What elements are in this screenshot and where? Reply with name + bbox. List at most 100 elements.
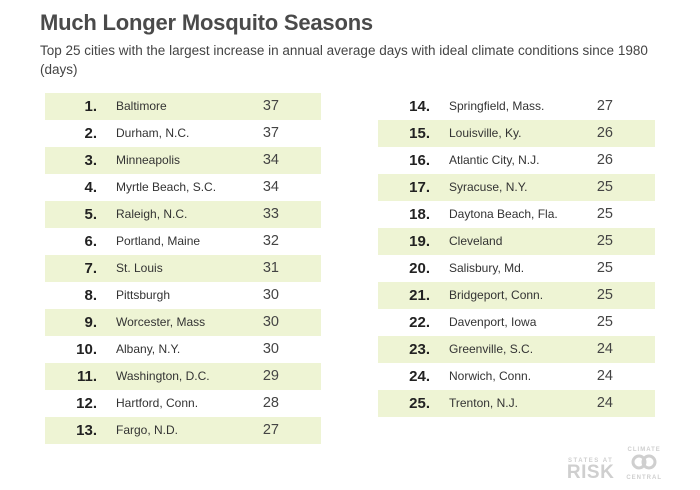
states-at-risk-logo: STATES AT RISK [566,458,615,483]
city-label: Hartford, Conn. [116,396,199,410]
days-value: 34 [262,152,279,168]
city-label: Minneapolis [116,153,181,167]
city-label: Portland, Maine [116,234,201,248]
rank-label: 3. [84,152,97,169]
days-value: 25 [596,233,613,249]
rank-label: 12. [76,395,97,412]
rank-label: 2. [84,125,97,142]
table-row: 22. Davenport, Iowa 25 [378,309,655,336]
table-row: 9. Worcester, Mass 30 [45,309,321,336]
table-row: 24. Norwich, Conn. 24 [378,363,655,390]
days-value: 24 [596,368,613,384]
table-row: 20. Salisbury, Md. 25 [378,255,655,282]
rank-label: 19. [409,233,430,250]
rank-label: 20. [409,260,430,277]
city-label: Raleigh, N.C. [116,207,188,221]
days-value: 31 [262,260,279,276]
rank-label: 6. [84,233,97,250]
table-row: 23. Greenville, S.C. 24 [378,336,655,363]
city-label: Norwich, Conn. [449,369,532,383]
city-label: Worcester, Mass [116,315,206,329]
table-row: 6. Portland, Maine 32 [45,228,321,255]
table-row: 21. Bridgeport, Conn. 25 [378,282,655,309]
rank-label: 23. [409,341,430,358]
city-label: Myrtle Beach, S.C. [116,180,217,194]
rank-label: 7. [84,260,97,277]
city-label: Washington, D.C. [116,369,210,383]
ranking-table-right: 14. Springfield, Mass. 27 15. Louisville, Ky… [378,93,655,417]
city-label: Atlantic City, N.J. [449,153,540,167]
table-row: 5. Raleigh, N.C. 33 [45,201,321,228]
rank-label: 13. [76,422,97,439]
rank-label: 10. [76,341,97,358]
city-label: Bridgeport, Conn. [449,288,544,302]
rank-label: 21. [409,287,430,304]
rank-label: 1. [84,98,97,115]
rank-label: 22. [409,314,430,331]
city-label: Davenport, Iowa [449,315,537,329]
city-label: Fargo, N.D. [116,423,179,437]
climate-central-logo: CLIMATE CENTRAL [626,447,662,481]
city-label: Albany, N.Y. [116,342,181,356]
days-value: 27 [262,422,279,438]
table-row: 19. Cleveland 25 [378,228,655,255]
city-label: Daytona Beach, Fla. [449,207,558,221]
table-row: 3. Minneapolis 34 [45,147,321,174]
city-label: Pittsburgh [116,288,171,302]
days-value: 25 [596,314,613,330]
table-row: 10. Albany, N.Y. 30 [45,336,321,363]
days-value: 30 [262,314,279,330]
table-row: 1. Baltimore 37 [45,93,321,120]
days-value: 30 [262,341,279,357]
table-row: 16. Atlantic City, N.J. 26 [378,147,655,174]
rank-label: 18. [409,206,430,223]
rank-label: 5. [84,206,97,223]
table-row: 13. Fargo, N.D. 27 [45,417,321,444]
climate-central-mark-icon [631,454,657,470]
days-value: 27 [596,98,613,114]
days-value: 26 [596,125,613,141]
city-label: Syracuse, N.Y. [449,180,528,194]
table-row: 11. Washington, D.C. 29 [45,363,321,390]
table-row: 7. St. Louis 31 [45,255,321,282]
days-value: 25 [596,206,613,222]
city-label: Springfield, Mass. [449,99,545,113]
rank-label: 11. [76,368,97,385]
rank-label: 15. [409,125,430,142]
days-value: 28 [262,395,279,411]
days-value: 24 [596,341,613,357]
days-value: 34 [262,179,279,195]
table-row: 14. Springfield, Mass. 27 [378,93,655,120]
rank-label: 17. [409,179,430,196]
table-row: 15. Louisville, Ky. 26 [378,120,655,147]
rank-label: 9. [84,314,97,331]
city-label: Greenville, S.C. [449,342,534,356]
table-row: 8. Pittsburgh 30 [45,282,321,309]
rank-label: 24. [409,368,430,385]
city-label: Cleveland [449,234,503,248]
city-label: St. Louis [116,261,163,275]
days-value: 29 [262,368,279,384]
ranking-table-left: 1. Baltimore 37 2. Durham, N.C. 37 3. Minneapol… [45,93,321,444]
rank-label: 8. [84,287,97,304]
days-value: 33 [262,206,279,222]
rank-label: 4. [84,179,97,196]
rank-label: 14. [409,98,430,115]
chart-subtitle: Top 25 cities with the largest increase … [40,43,648,77]
days-value: 32 [262,233,279,249]
city-label: Durham, N.C. [116,126,190,140]
table-row: 12. Hartford, Conn. 28 [45,390,321,417]
table-row: 2. Durham, N.C. 37 [45,120,321,147]
rank-label: 25. [409,395,430,412]
days-value: 37 [262,125,279,141]
days-value: 25 [596,260,613,276]
city-label: Baltimore [116,99,167,113]
days-value: 26 [596,152,613,168]
table-row: 25. Trenton, N.J. 24 [378,390,655,417]
days-value: 37 [262,98,279,114]
city-label: Salisbury, Md. [449,261,525,275]
chart-title: Much Longer Mosquito Seasons [40,10,373,35]
rank-label: 16. [409,152,430,169]
table-row: 17. Syracuse, N.Y. 25 [378,174,655,201]
city-label: Trenton, N.J. [449,396,518,410]
